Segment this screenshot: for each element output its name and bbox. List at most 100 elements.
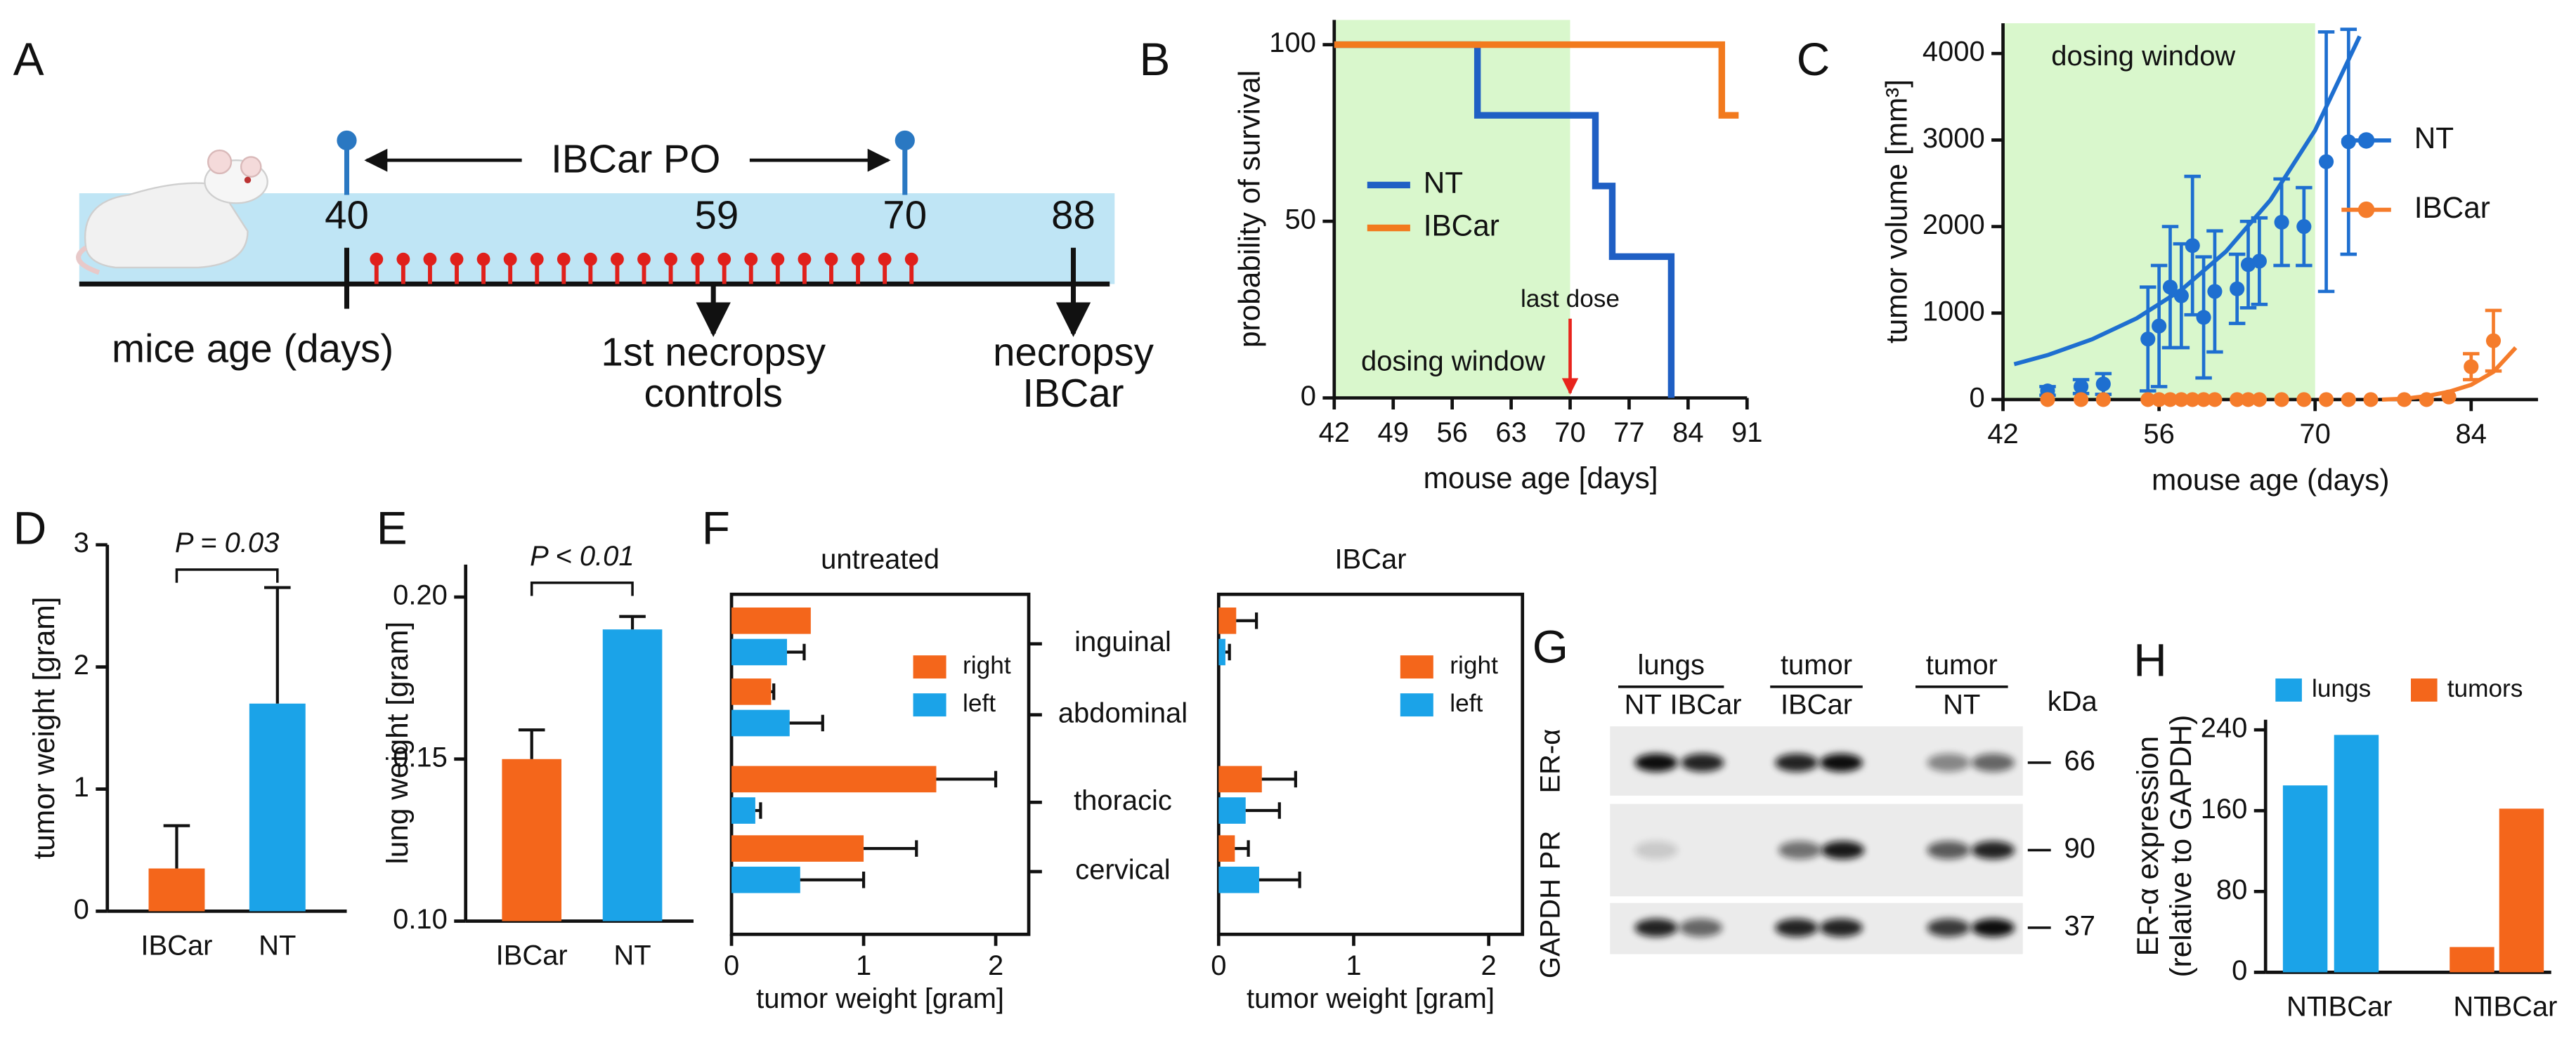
data-point [2251, 392, 2267, 407]
bar [1218, 835, 1235, 862]
bar [731, 835, 864, 862]
legend-label: tumors [2447, 675, 2523, 702]
x-tick-label: 42 [1319, 417, 1350, 448]
legend-swatch [913, 655, 947, 679]
x-axis-label: mouse age [days] [1424, 461, 1658, 494]
data-point [2397, 392, 2412, 407]
data-point [2185, 238, 2200, 254]
data-point [2230, 281, 2245, 296]
panel-letter: H [2133, 634, 2167, 685]
data-point [2230, 392, 2245, 407]
blot-band [1681, 753, 1724, 772]
data-point [2162, 280, 2178, 295]
data-point [2240, 392, 2256, 407]
legend-swatch [913, 693, 947, 717]
x-tick-label: NT [2286, 992, 2324, 1023]
bar [249, 703, 306, 912]
lane-label: IBCar [1781, 690, 1852, 721]
legend-label: right [963, 652, 1011, 679]
bar [2499, 808, 2544, 973]
y-tick-label: 160 [2201, 794, 2248, 825]
significance-bracket [530, 581, 634, 596]
data-point [2318, 392, 2334, 407]
chart-title: IBCar [1334, 544, 1406, 575]
dose-pin-head [664, 252, 677, 266]
bar [2450, 947, 2494, 973]
y-tick-label: 2000 [1923, 209, 1985, 240]
legend-label: IBCar [2414, 191, 2490, 224]
dose-pin-head [637, 252, 651, 266]
legend-swatch [1400, 693, 1433, 717]
x-tick-label: NT [259, 931, 296, 962]
row-label: GAPDH [1535, 879, 1566, 978]
legend-label: left [1450, 690, 1483, 717]
blot-band [1634, 841, 1678, 860]
x-tick-label: IBCar [2485, 992, 2557, 1023]
y-tick-label: 240 [2201, 713, 2248, 744]
panel-letter: G [1533, 620, 1568, 672]
data-point [2140, 392, 2156, 407]
group-label: lungs [1637, 650, 1704, 681]
x-tick-label: IBCar [2320, 992, 2392, 1023]
age-label: 70 [883, 192, 927, 237]
data-point [2207, 392, 2223, 407]
y-tick-label: 50 [1285, 204, 1316, 235]
data-point [2363, 392, 2379, 407]
data-point [2274, 214, 2289, 230]
blot-band [1927, 918, 1970, 937]
legend-label: right [1450, 652, 1498, 679]
mouse-illustration [76, 149, 268, 275]
dose-pin-head [450, 252, 464, 266]
x-tick-label: NT [613, 940, 651, 971]
x-tick-label: 56 [2143, 419, 2174, 449]
x-tick-label: 84 [2456, 419, 2487, 449]
data-point [2162, 392, 2178, 407]
dose-pin-head [717, 252, 731, 266]
legend-swatch [2411, 678, 2438, 702]
y-tick-label: 0 [1301, 381, 1316, 412]
y-tick-label: 2 [74, 650, 89, 681]
x-tick-label: 42 [1987, 419, 2018, 449]
panel-letter: D [13, 501, 47, 553]
legend-swatch [1400, 655, 1433, 679]
data-point [2296, 218, 2312, 235]
x-axis-label: mouse age (days) [2152, 464, 2390, 497]
data-point [2196, 310, 2211, 325]
panel-letter: F [702, 501, 730, 553]
data-point [2152, 392, 2167, 407]
data-point [2341, 392, 2356, 407]
dose-pin-head [744, 252, 758, 266]
blot-band [1927, 841, 1970, 860]
x-tick-label: IBCar [496, 940, 568, 971]
category-label: abdominal [1058, 697, 1188, 728]
x-tick-label: 0 [1211, 950, 1226, 981]
dose-pin-head [691, 252, 705, 266]
dose-pin-head [370, 252, 384, 266]
axis-label: mice age (days) [112, 327, 393, 371]
dose-pin-head [771, 252, 785, 266]
y-tick-label: 1 [74, 772, 89, 803]
x-tick-label: 91 [1731, 417, 1762, 448]
x-tick-label: 49 [1378, 417, 1409, 448]
x-tick-label: 77 [1613, 417, 1644, 448]
age-label: 88 [1051, 192, 1095, 237]
bar [2282, 785, 2328, 973]
data-point [2074, 392, 2089, 407]
bar [731, 608, 811, 634]
data-point [2464, 359, 2479, 374]
x-tick-label: 2 [1481, 950, 1497, 981]
y-tick-label: 3 [74, 527, 89, 558]
blot-band [1778, 841, 1822, 860]
dose-pin-head [904, 252, 918, 266]
y-tick-label: 80 [2216, 874, 2247, 905]
legend-marker [2357, 201, 2375, 218]
category-label: thoracic [1074, 785, 1172, 816]
data-point [2419, 392, 2434, 407]
row-label: ER-α [1535, 729, 1566, 794]
dose-pin-head [423, 252, 437, 266]
blot-band [1971, 753, 2015, 772]
data-point [2485, 333, 2502, 348]
x-tick-label: 1 [1346, 950, 1361, 981]
x-tick-label: 0 [724, 950, 739, 981]
